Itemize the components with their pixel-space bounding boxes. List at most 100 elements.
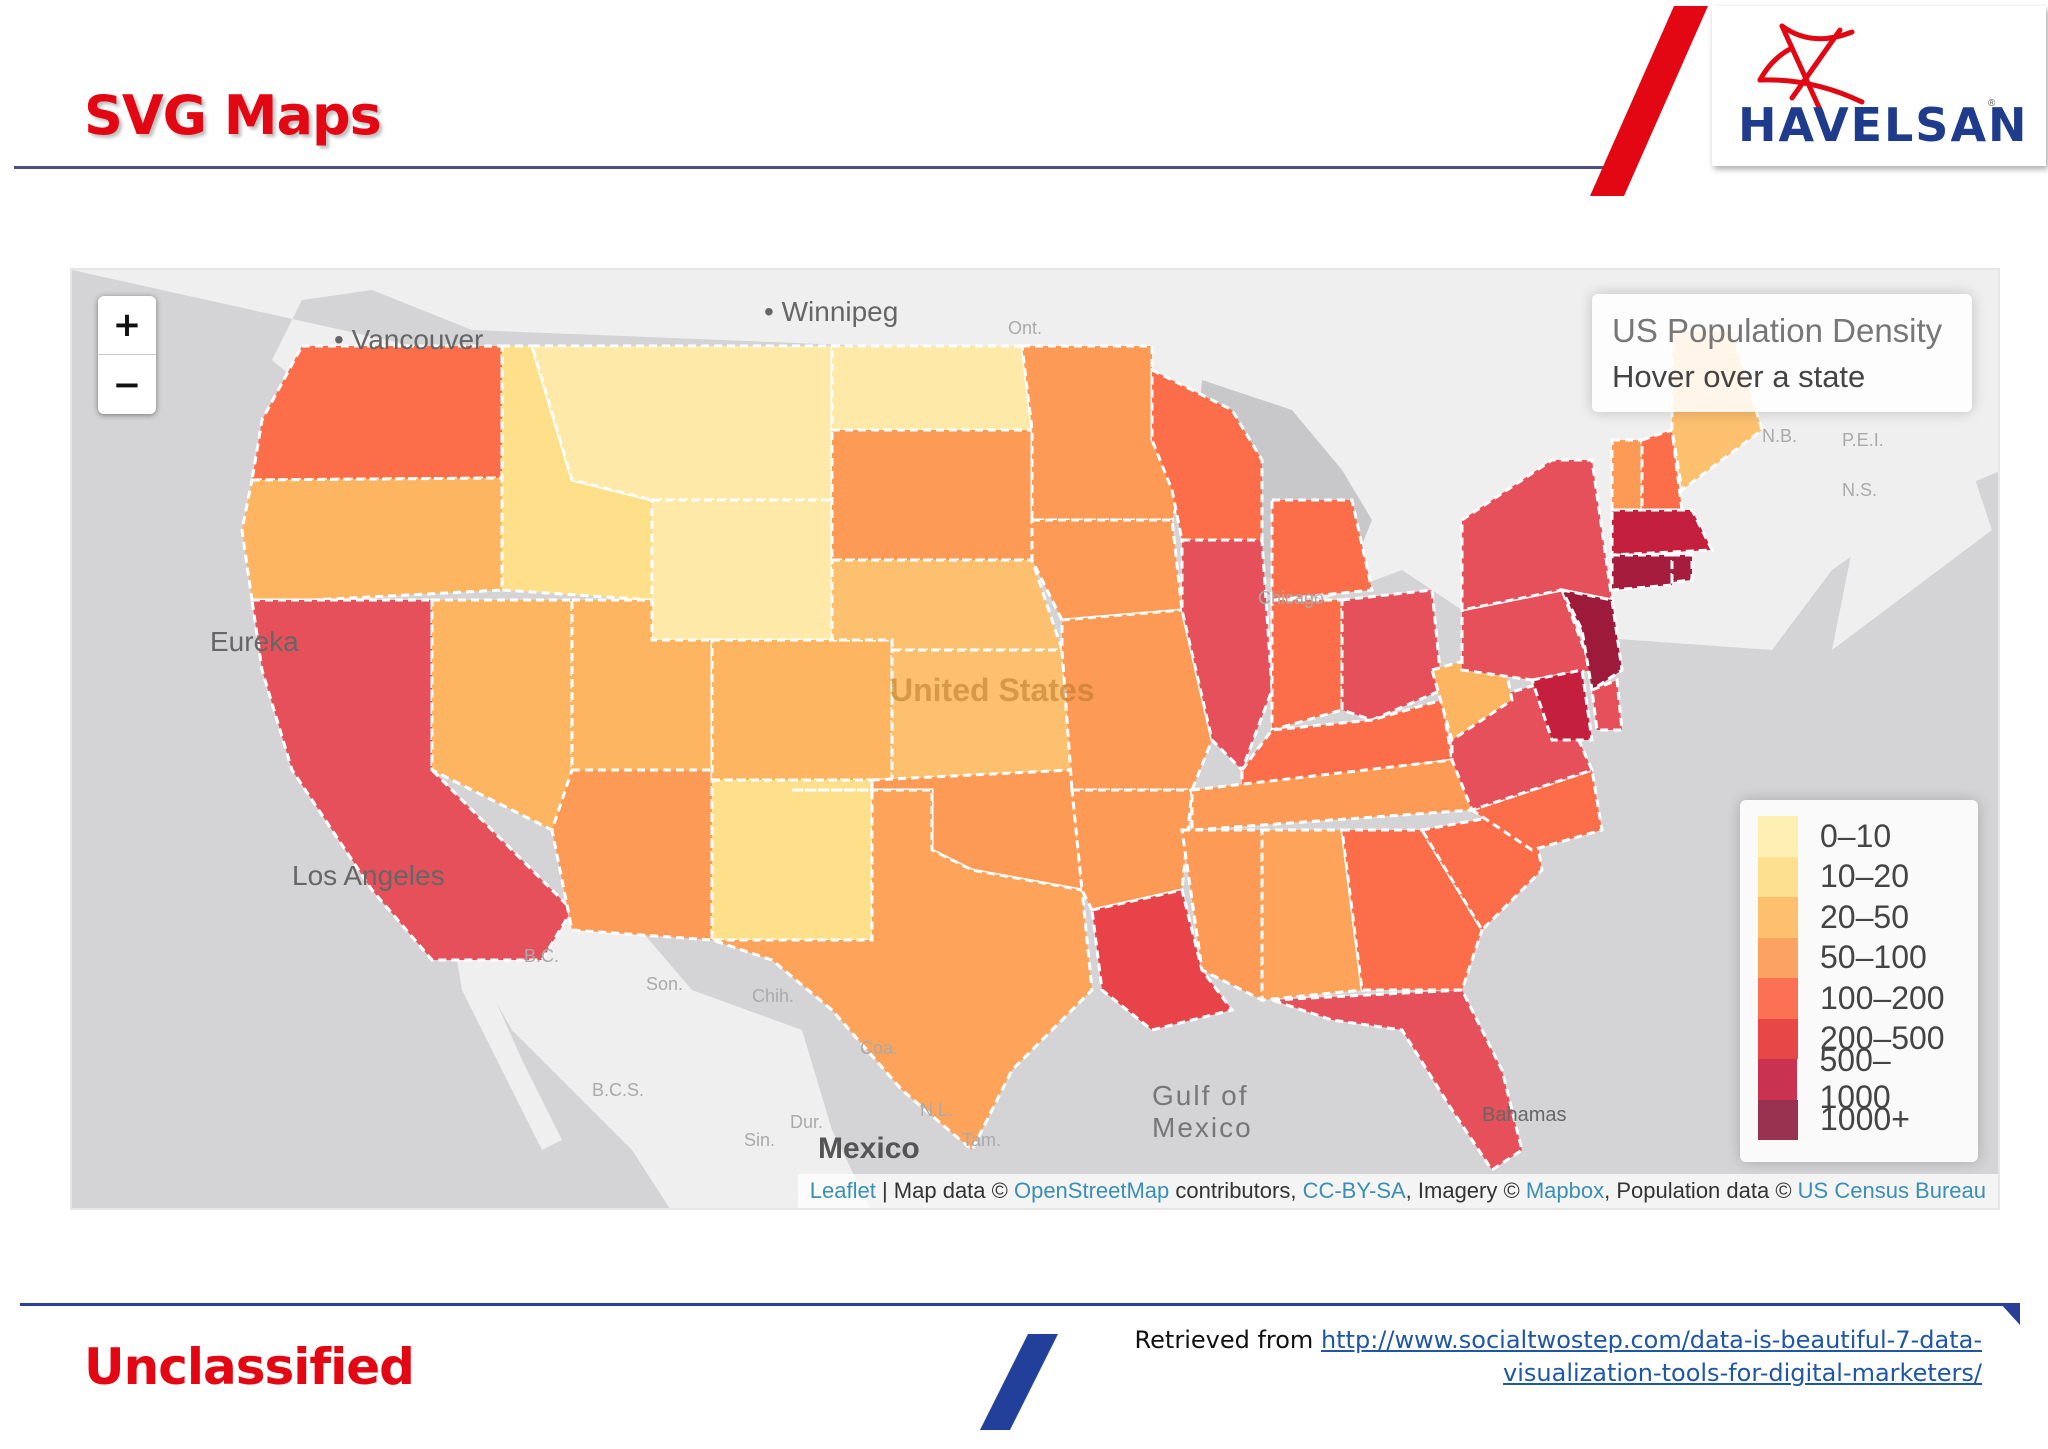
state-michigan: [1270, 498, 1374, 602]
state-north-dakota: [830, 344, 1034, 432]
state-maryland: [1530, 668, 1594, 742]
state-new-hampshire: [1640, 427, 1684, 512]
footer-triangle: [2000, 1303, 2020, 1325]
state-iowa: [1030, 518, 1184, 622]
legend-label: 500–1000: [1819, 1042, 1891, 1116]
place-label-dur: Dur.: [790, 1112, 824, 1132]
state-new-jersey: [1559, 587, 1624, 693]
legend-label: 200–500: [1820, 1020, 1945, 1057]
info-title: US Population Density: [1612, 312, 1943, 349]
place-label-pei: P.E.I.: [1842, 430, 1884, 450]
state-ohio: [1340, 588, 1444, 722]
legend-item: 500–1000: [1758, 1042, 1960, 1115]
place-label-bc: B.C.: [524, 946, 560, 966]
place-label-mexico: Mexico: [818, 1132, 920, 1165]
state-louisiana: [1090, 888, 1235, 1032]
census-bureau-link[interactable]: US Census Bureau: [1797, 1178, 1986, 1203]
legend-label: 1000+: [1820, 1101, 1910, 1138]
mexico-landmass: [472, 910, 871, 1208]
state-massachusetts: [1610, 508, 1715, 557]
source-link[interactable]: http://www.socialtwostep.com/data-is-bea…: [1320, 1326, 1982, 1354]
zoom-in-button[interactable]: +: [98, 296, 156, 355]
slide-title: SVG Maps: [84, 84, 382, 147]
legend: 0–10 10–20 20–50 50–100 100–200 200–500 …: [1740, 800, 1978, 1162]
cc-by-sa-link[interactable]: CC-BY-SA: [1302, 1178, 1406, 1203]
baja-california-landmass: [452, 930, 562, 1150]
state-connecticut: [1610, 553, 1674, 592]
place-label-sin: Sin.: [744, 1130, 776, 1150]
state-washington: [250, 344, 504, 482]
place-label-bahamas: Bahamas: [1482, 1104, 1567, 1126]
place-label-tam: Tam.: [962, 1130, 1002, 1150]
state-georgia: [1340, 828, 1484, 992]
zoom-control: + −: [98, 296, 156, 414]
legend-swatch: [1758, 978, 1798, 1019]
footer-divider: [20, 1303, 2010, 1306]
header-divider: [14, 166, 1614, 169]
legend-item: 0–10: [1758, 816, 1960, 857]
state-new-mexico: [710, 778, 874, 942]
logo-brand-text: HAVELSAN: [1738, 98, 2029, 152]
legend-swatch: [1758, 816, 1798, 857]
us-population-density-map[interactable]: [72, 270, 2000, 1210]
place-label-los-angeles: Los Angeles: [292, 860, 445, 891]
state-wyoming: [650, 498, 834, 642]
place-label-ont: Ont.: [1008, 318, 1043, 338]
openstreetmap-link[interactable]: OpenStreetMap: [1013, 1178, 1170, 1203]
legend-label: 100–200: [1820, 979, 1945, 1016]
footer-blue-stripe: [980, 1334, 1058, 1430]
legend-item: 200–500: [1758, 1018, 1960, 1059]
classification-label: Unclassified: [84, 1338, 415, 1396]
legend-swatch: [1758, 1018, 1798, 1059]
leaflet-link[interactable]: Leaflet: [809, 1178, 876, 1203]
place-label-united-states: United States: [890, 672, 1095, 708]
state-south-carolina: [1419, 808, 1544, 933]
place-label-son: Son.: [646, 974, 684, 994]
legend-swatch: [1758, 1099, 1798, 1140]
legend-label: 20–50: [1820, 898, 1909, 935]
zoom-out-button[interactable]: −: [112, 364, 142, 405]
place-label-chih: Chih.: [752, 986, 795, 1006]
legend-swatch: [1758, 856, 1798, 897]
legend-item: 10–20: [1758, 856, 1960, 897]
source-link-continued[interactable]: visualization-tools-for-digital-marketer…: [1503, 1359, 1982, 1387]
place-label-nl: N.L.: [920, 1100, 954, 1120]
state-kansas: [890, 648, 1074, 782]
legend-label: 50–100: [1820, 939, 1927, 976]
state-delaware: [1590, 677, 1624, 732]
legend-label: 0–10: [1820, 817, 1892, 854]
legend-swatch: [1758, 897, 1798, 938]
havelsan-star-icon: [1757, 23, 1865, 117]
map-attribution: Leaflet | Map data © OpenStreetMap contr…: [797, 1174, 1998, 1208]
logo-registered-mark: ®: [1988, 98, 1996, 109]
legend-item: 20–50: [1758, 897, 1960, 938]
place-label-coa: Coa.: [860, 1038, 899, 1058]
state-texas: [711, 788, 1094, 1153]
legend-label: 10–20: [1820, 858, 1909, 895]
place-label-vancouver: • Vancouver: [334, 324, 484, 355]
us-states[interactable]: [240, 328, 1764, 1173]
legend-item: 50–100: [1758, 937, 1960, 978]
leaflet-map[interactable]: • Vancouver • Winnipeg Ont. N.B. P.E.I. …: [70, 268, 2000, 1210]
state-arizona: [550, 768, 714, 942]
state-indiana: [1270, 598, 1344, 732]
place-label-gulf-of-mexico: Gulf of Mexico: [1152, 1080, 1253, 1143]
logo-red-stripe: [1590, 6, 1708, 196]
place-label-nb: N.B.: [1762, 426, 1798, 446]
place-label-bcs: B.C.S.: [592, 1080, 645, 1100]
nova-scotia-landmass: [1832, 470, 1992, 650]
place-label-ns: N.S.: [1842, 480, 1878, 500]
logo-box: [1712, 6, 2046, 166]
state-colorado: [710, 638, 894, 782]
place-label-eureka: Eureka: [210, 626, 299, 657]
state-nebraska: [830, 558, 1065, 652]
state-oregon: [240, 476, 504, 602]
legend-swatch: [1758, 1059, 1798, 1100]
info-panel: US Population Density Hover over a state: [1592, 294, 1972, 412]
mapbox-link[interactable]: Mapbox: [1525, 1178, 1605, 1203]
state-vermont: [1610, 438, 1644, 512]
legend-item: 1000+: [1758, 1099, 1960, 1140]
source-citation: Retrieved from http://www.socialtwostep.…: [1134, 1326, 1982, 1387]
legend-swatch: [1758, 937, 1798, 978]
state-florida: [1271, 988, 1524, 1173]
